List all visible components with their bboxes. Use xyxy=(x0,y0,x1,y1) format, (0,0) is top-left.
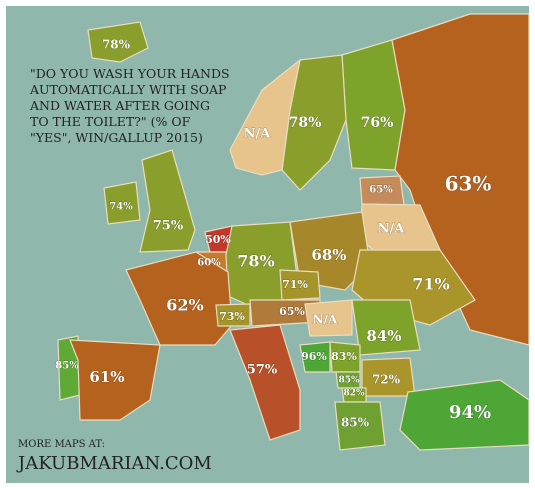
turkey xyxy=(399,379,530,451)
region-label: N/A xyxy=(313,313,338,327)
land xyxy=(57,13,530,451)
region-label: 74% xyxy=(109,202,133,213)
uk xyxy=(139,149,196,253)
region-label: 61% xyxy=(89,368,124,386)
title-line: "YES", WIN/GALLUP 2015) xyxy=(30,130,203,145)
title-line: "DO YOU WASH YOUR HANDS xyxy=(30,66,230,81)
norway xyxy=(229,58,301,176)
title-line: AND WATER AFTER GOING xyxy=(29,98,210,113)
region-label: 63% xyxy=(445,172,492,196)
region-label: 71% xyxy=(282,278,308,291)
spain xyxy=(69,339,161,421)
region-label: 78% xyxy=(237,252,274,271)
region-label: 78% xyxy=(289,115,322,131)
region-label: 57% xyxy=(247,363,278,378)
region-label: 83% xyxy=(331,350,357,363)
region-label: 62% xyxy=(166,296,203,315)
region-label: N/A xyxy=(244,127,272,142)
region-label: 96% xyxy=(301,350,327,363)
region-label: N/A xyxy=(378,222,406,237)
czechia xyxy=(279,269,321,301)
ireland xyxy=(103,181,141,225)
bosnia xyxy=(299,341,331,373)
iceland xyxy=(87,21,149,63)
switzerland xyxy=(215,303,251,327)
region-label: 72% xyxy=(372,373,401,387)
footer-small: MORE MAPS AT: xyxy=(18,439,105,450)
romania xyxy=(351,299,421,356)
region-label: 82% xyxy=(343,389,365,399)
region-label: 65% xyxy=(279,305,305,318)
region-label: 73% xyxy=(219,310,245,323)
greece xyxy=(334,401,386,451)
france xyxy=(125,251,233,346)
region-label: 76% xyxy=(361,115,394,131)
region-label: 85% xyxy=(338,376,360,386)
region-label: 85% xyxy=(341,416,370,430)
region-label: 84% xyxy=(366,327,401,345)
region-label: 60% xyxy=(197,258,221,269)
region-label: 68% xyxy=(311,246,346,264)
italy xyxy=(229,324,301,441)
footer-site: JAKUBMARIAN.COM xyxy=(16,453,212,474)
region-label: 85% xyxy=(55,361,79,372)
labels: 78% 76% 78% N/A 63% 65% 74% 75% 50% 60% N/A 78% 68% 7… xyxy=(55,37,492,430)
region-label: 65% xyxy=(369,185,393,196)
title-line: AUTOMATICALLY WITH SOAP xyxy=(29,82,226,97)
title-line: TO THE TOILET?" (% OF xyxy=(30,114,191,129)
region-label: 78% xyxy=(102,38,131,52)
region-label: 94% xyxy=(449,402,491,423)
hungary xyxy=(304,299,353,337)
region-label: 71% xyxy=(412,275,449,294)
region-label: 50% xyxy=(205,233,231,246)
region-label: 75% xyxy=(153,219,184,234)
